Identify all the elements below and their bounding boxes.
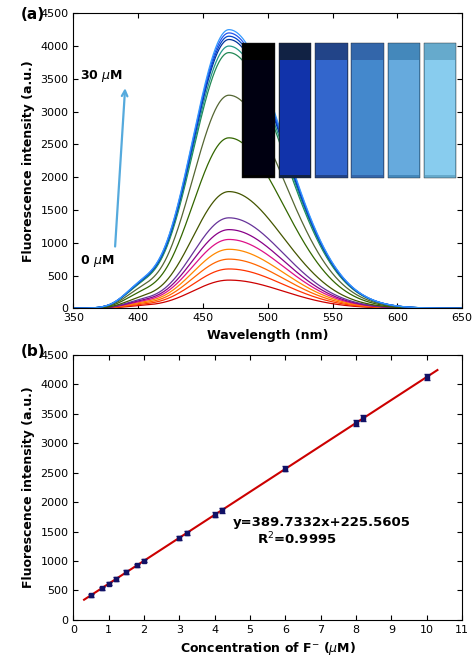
Text: (a): (a) (21, 7, 45, 23)
X-axis label: Wavelength (nm): Wavelength (nm) (207, 329, 328, 341)
Text: y=389.7332x+225.5605: y=389.7332x+225.5605 (232, 516, 410, 528)
Text: 30 $\mu$M: 30 $\mu$M (80, 68, 123, 84)
Text: 0 $\mu$M: 0 $\mu$M (80, 253, 114, 269)
Y-axis label: Fluorescence intensity (a.u.): Fluorescence intensity (a.u.) (22, 387, 35, 588)
Y-axis label: Fluorescence intensity (a.u.): Fluorescence intensity (a.u.) (22, 60, 35, 262)
Text: (b): (b) (21, 344, 46, 359)
X-axis label: Concentration of F$^{-}$ ($\mu$M): Concentration of F$^{-}$ ($\mu$M) (180, 640, 356, 657)
Text: R$^{2}$=0.9995: R$^{2}$=0.9995 (257, 531, 337, 548)
